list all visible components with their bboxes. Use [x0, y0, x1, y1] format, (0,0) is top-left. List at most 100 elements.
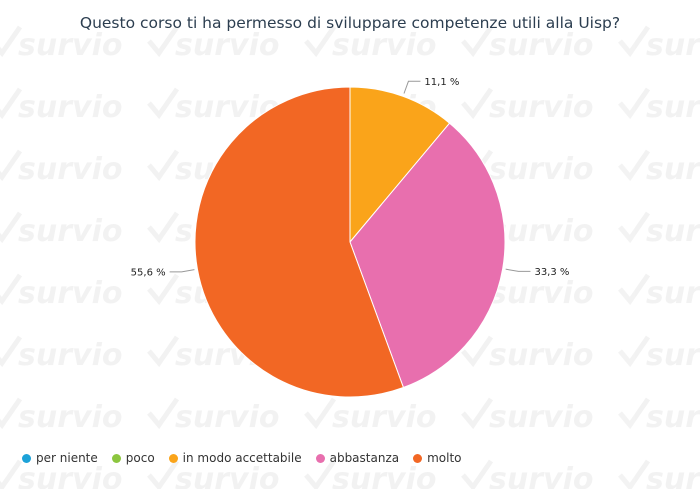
legend-label: abbastanza [329, 451, 400, 465]
watermark-check-icon [147, 25, 180, 58]
watermark-tile: survio [0, 149, 122, 187]
watermark-text: survio [18, 152, 122, 187]
watermark-tile: survio [618, 211, 700, 249]
legend-dot-icon [315, 453, 325, 463]
legend-item[interactable]: poco [111, 451, 155, 465]
watermark-text: survio [489, 276, 593, 311]
watermark-tile: survio [147, 459, 279, 489]
watermark-text: survio [18, 400, 122, 435]
watermark-check-icon [618, 25, 651, 58]
slice-label: 33,3 % [534, 267, 569, 278]
watermark-text: survio [175, 28, 279, 63]
watermark-tile: survio [0, 211, 122, 249]
watermark-tile: survio [461, 25, 593, 63]
watermark-check-icon [0, 459, 23, 489]
watermark-check-icon [0, 149, 23, 182]
watermark-text: survio [18, 276, 122, 311]
watermark-text: survio [18, 28, 122, 63]
watermark-check-icon [304, 397, 337, 430]
watermark-check-icon [618, 87, 651, 120]
chart-title: Questo corso ti ha permesso di sviluppar… [79, 14, 621, 32]
watermark-check-icon [0, 25, 23, 58]
watermark-text: survio [18, 338, 122, 373]
watermark-text: survio [646, 90, 700, 125]
watermark-text: survio [332, 28, 436, 63]
watermark-check-icon [304, 459, 337, 489]
slice-label: 55,6 % [131, 267, 166, 278]
watermark-tile: survio [0, 397, 122, 435]
legend-dot-icon [413, 453, 423, 463]
watermark-text: survio [646, 400, 700, 435]
watermark-check-icon [147, 87, 180, 120]
watermark-check-icon [147, 149, 180, 182]
legend-dot-icon [111, 453, 121, 463]
watermark-tile: survio [618, 397, 700, 435]
watermark-tile: survio [618, 335, 700, 373]
watermark-check-icon [618, 149, 651, 182]
watermark-check-icon [618, 273, 651, 306]
watermark-text: survio [646, 152, 700, 187]
slice-leader-line [505, 268, 531, 272]
watermark-check-icon [461, 397, 494, 430]
slice-leader-line [403, 80, 421, 94]
watermark-text: survio [18, 462, 122, 489]
watermark-text: survio [646, 214, 700, 249]
chart-legend: per niente poco in modo accettabile abbasta… [22, 451, 476, 465]
pie-slice-in-modo-accettabile[interactable] [349, 86, 451, 244]
watermark-tile: survio [461, 149, 593, 187]
watermark-tile: survio [618, 149, 700, 187]
watermark-tile: survio [0, 25, 122, 63]
legend-item[interactable]: abbastanza [315, 451, 400, 465]
watermark-tile: survio [461, 87, 593, 125]
watermark-tile: survio [0, 459, 122, 489]
watermark-text: survio [489, 28, 593, 63]
legend-label: per niente [36, 451, 98, 465]
watermark-check-icon [461, 459, 494, 489]
watermark-tile: survio [147, 25, 279, 63]
watermark-tile: survio [147, 397, 279, 435]
watermark-text: survio [646, 276, 700, 311]
watermark-text: survio [646, 338, 700, 373]
pie-slice-molto[interactable] [194, 86, 405, 398]
watermark-text: survio [332, 400, 436, 435]
watermark-text: survio [646, 462, 700, 489]
watermark-text: survio [489, 214, 593, 249]
watermark-text: survio [489, 338, 593, 373]
pie-slice-abbastanza[interactable] [349, 122, 506, 389]
watermark-tile: survio [618, 273, 700, 311]
watermark-check-icon [147, 397, 180, 430]
watermark-tile: survio [461, 397, 593, 435]
legend-label: molto [427, 451, 462, 465]
legend-dot-icon [22, 453, 31, 463]
watermark-text: survio [18, 214, 122, 249]
watermark-text: survio [175, 400, 279, 435]
watermark-tile: survio [618, 87, 700, 125]
watermark-tile: survio [0, 87, 122, 125]
watermark-check-icon [461, 25, 494, 58]
legend-label: in modo accettabile [182, 451, 302, 465]
watermark-text: survio [489, 152, 593, 187]
watermark-tile: survio [618, 459, 700, 489]
legend-item[interactable]: molto [413, 451, 462, 465]
watermark-text: survio [489, 90, 593, 125]
legend-item[interactable]: per niente [22, 451, 98, 465]
watermark-text: survio [175, 462, 279, 489]
legend-dot-icon [168, 453, 178, 463]
watermark-check-icon [0, 211, 23, 244]
watermark-check-icon [147, 273, 180, 306]
watermark-check-icon [0, 87, 23, 120]
slice-label: 11,1 % [424, 77, 459, 88]
watermark-tile: survio [304, 25, 436, 63]
watermark-check-icon [0, 397, 23, 430]
watermark-tile: survio [461, 335, 593, 373]
watermark-check-icon [0, 273, 23, 306]
watermark-check-icon [0, 335, 23, 368]
legend-item[interactable]: in modo accettabile [168, 451, 302, 465]
watermark-check-icon [147, 459, 180, 489]
watermark-tile: survio [461, 459, 593, 489]
watermark-text: survio [646, 28, 700, 63]
watermark-check-icon [147, 335, 180, 368]
legend-label: poco [125, 451, 155, 465]
watermark-check-icon [304, 25, 337, 58]
